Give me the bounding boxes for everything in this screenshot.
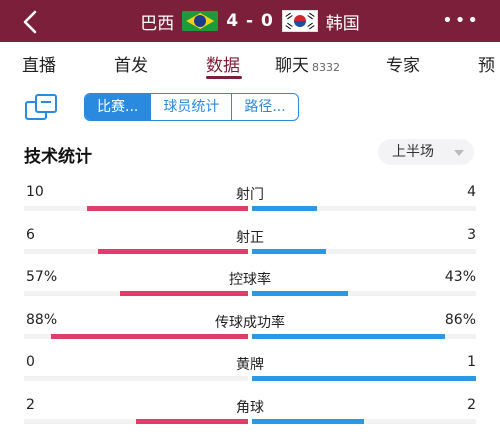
stat-name: 射正 — [236, 230, 264, 246]
away-team-name: 韩国 — [325, 13, 360, 34]
home-track — [24, 334, 248, 339]
away-value: 3 — [467, 227, 476, 243]
tab-expert[interactable]: 专家 — [386, 51, 420, 76]
stats-toolbar: 比赛... 球员统计 路径... — [0, 86, 500, 128]
stat-row: 6 射正 3 — [0, 227, 500, 267]
away-track — [252, 419, 476, 424]
period-selector-label: 上半场 — [392, 144, 434, 160]
home-bar — [87, 206, 248, 211]
away-bar — [252, 206, 317, 211]
segment-player-stats[interactable]: 球员统计 — [150, 94, 231, 120]
tab-data-label: 数据 — [206, 56, 240, 76]
tab-chat[interactable]: 聊天 8332 — [275, 51, 340, 76]
home-value: 0 — [26, 354, 35, 370]
stat-row: 0 黄牌 1 — [0, 354, 500, 394]
away-bar — [252, 376, 476, 381]
away-bar — [252, 291, 348, 296]
away-value: 86% — [444, 312, 476, 328]
match-header: 巴西 4 - 0 韩国 ••• — [0, 0, 500, 42]
stat-name: 控球率 — [229, 272, 271, 288]
stat-row: 88% 传球成功率 86% — [0, 312, 500, 352]
away-bar — [252, 249, 326, 254]
stat-row: 2 角球 2 — [0, 397, 500, 437]
tab-live-label: 直播 — [22, 56, 56, 76]
stat-name: 射门 — [236, 187, 264, 203]
away-bar — [252, 334, 445, 339]
home-track — [24, 291, 248, 296]
segment-path[interactable]: 路径... — [231, 94, 297, 120]
tab-chat-label: 聊天 — [275, 56, 309, 76]
tab-expert-label: 专家 — [386, 56, 420, 76]
away-value: 4 — [467, 184, 476, 200]
segment-match[interactable]: 比赛... — [85, 94, 151, 120]
home-value: 88% — [26, 312, 58, 328]
away-track — [252, 334, 476, 339]
home-value: 2 — [26, 397, 35, 413]
period-selector[interactable]: 上半场 — [378, 139, 474, 165]
stat-row: 57% 控球率 43% — [0, 269, 500, 309]
section-title: 技术统计 — [24, 147, 92, 167]
main-tabs: 直播 首发 数据 聊天 8332 专家 预 — [0, 42, 500, 80]
active-tab-indicator — [206, 76, 242, 79]
stat-name: 传球成功率 — [215, 315, 285, 331]
share-image-icon[interactable] — [24, 93, 58, 121]
back-arrow-icon[interactable] — [18, 9, 44, 35]
chat-count-badge: 8332 — [312, 61, 340, 74]
home-value: 10 — [26, 184, 44, 200]
home-track — [24, 376, 248, 381]
stat-name: 黄牌 — [236, 357, 264, 373]
stat-row: 10 射门 4 — [0, 184, 500, 224]
tab-live[interactable]: 直播 — [22, 51, 56, 76]
stat-name: 角球 — [236, 400, 264, 416]
more-dots-icon[interactable]: ••• — [442, 10, 480, 31]
home-bar — [120, 291, 248, 296]
home-value: 6 — [26, 227, 35, 243]
match-summary: 巴西 4 - 0 韩国 — [0, 0, 500, 42]
away-value: 1 — [467, 354, 476, 370]
tab-lineup-label: 首发 — [114, 56, 148, 76]
tab-prediction[interactable]: 预 — [478, 51, 495, 76]
home-bar — [136, 419, 248, 424]
home-team-name: 巴西 — [140, 13, 175, 34]
stats-segment-control: 比赛... 球员统计 路径... — [84, 93, 299, 121]
away-track — [252, 249, 476, 254]
tab-lineup[interactable]: 首发 — [114, 51, 148, 76]
korea-flag-icon — [281, 10, 318, 32]
away-track — [252, 206, 476, 211]
away-value: 2 — [467, 397, 476, 413]
home-bar — [51, 334, 248, 339]
tab-data[interactable]: 数据 — [206, 51, 240, 76]
away-value: 43% — [444, 269, 476, 285]
away-bar — [252, 419, 364, 424]
tab-prediction-label: 预 — [478, 56, 495, 76]
caret-down-icon — [454, 150, 464, 156]
brazil-flag-icon — [182, 11, 219, 31]
away-track — [252, 376, 476, 381]
home-bar — [98, 249, 248, 254]
home-track — [24, 249, 248, 254]
home-track — [24, 419, 248, 424]
match-score: 4 - 0 — [226, 11, 274, 31]
home-track — [24, 206, 248, 211]
away-track — [252, 291, 476, 296]
home-value: 57% — [26, 269, 58, 285]
